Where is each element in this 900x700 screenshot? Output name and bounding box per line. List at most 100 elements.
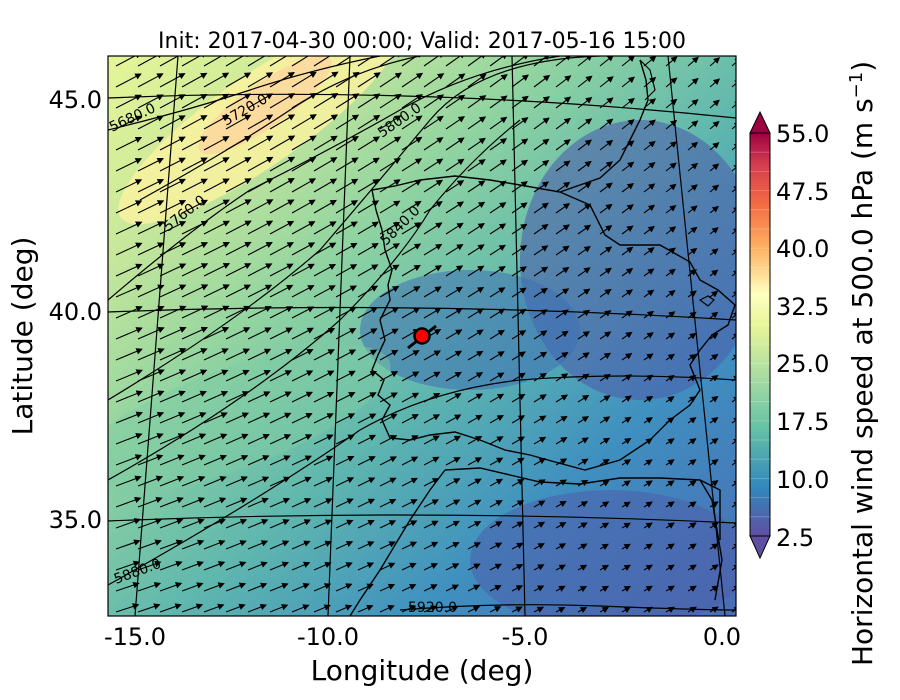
wind-arrow — [599, 161, 613, 172]
wind-arrow — [313, 199, 337, 214]
wind-arrow — [445, 520, 460, 529]
colorbar-steps — [750, 151, 770, 518]
wind-arrow — [115, 496, 142, 508]
wind-arrow — [247, 56, 273, 67]
wind-arrow — [687, 564, 697, 571]
jet-max-region — [198, 56, 332, 155]
wind-arrow — [137, 369, 165, 382]
wind-arrow — [687, 205, 698, 214]
wind-arrow — [577, 182, 592, 193]
wind-arrow — [577, 352, 590, 361]
wind-arrow — [577, 75, 593, 88]
wind-arrow — [115, 369, 143, 382]
wind-arrow — [599, 246, 613, 256]
wind-arrow — [203, 136, 230, 151]
wind-arrow — [137, 284, 165, 298]
wind-arrow — [555, 606, 566, 614]
wind-arrow — [577, 437, 589, 445]
wind-arrow — [665, 353, 675, 361]
wind-arrow — [709, 311, 719, 319]
wind-arrow — [313, 157, 338, 172]
wind-arrow — [445, 478, 461, 487]
wind-arrow — [599, 522, 610, 529]
wind-arrow — [621, 501, 631, 508]
wind-arrow — [511, 181, 528, 193]
wind-arrow — [269, 220, 295, 235]
wind-arrow — [467, 137, 486, 151]
wind-arrow — [687, 77, 699, 88]
y-tick-label: 35.0 — [49, 506, 102, 534]
wind-arrow — [709, 99, 720, 109]
wind-arrow — [401, 520, 418, 529]
wind-arrow — [379, 56, 403, 67]
wind-arrow — [709, 163, 720, 172]
wind-arrow — [115, 284, 143, 298]
wind-arrow — [225, 603, 246, 613]
wind-arrow — [357, 392, 377, 403]
wind-arrow — [621, 395, 632, 403]
wind-arrow — [247, 241, 273, 256]
wind-arrow — [247, 603, 268, 613]
wind-arrow — [159, 497, 184, 508]
wind-arrow — [489, 436, 504, 445]
wind-arrow — [511, 436, 525, 445]
wind-arrow — [533, 309, 548, 319]
wind-arrow — [269, 72, 295, 88]
wind-arrow — [335, 413, 356, 424]
wind-arrow — [357, 498, 376, 508]
wind-arrow — [181, 115, 208, 130]
wind-arrow — [225, 582, 247, 592]
wind-arrow — [489, 266, 506, 277]
wind-arrow — [379, 72, 402, 88]
wind-arrow — [137, 136, 164, 151]
wind-arrow — [247, 114, 274, 130]
wind-arrow — [137, 560, 162, 571]
wind-arrow — [269, 348, 293, 361]
wind-arrow — [599, 310, 612, 319]
meridian--15 — [134, 56, 179, 616]
wind-arrow — [445, 499, 461, 508]
wind-arrow — [687, 606, 697, 613]
wind-arrow — [335, 562, 353, 571]
wind-arrow — [687, 522, 697, 529]
wind-arrow — [489, 585, 502, 592]
wind-arrow — [709, 227, 719, 235]
wind-arrow — [511, 117, 529, 130]
map-plot-area: 5680.0 5720.0 5800.0 5760.0 5840.0 5880.… — [108, 56, 736, 616]
wind-arrow — [291, 178, 317, 193]
wind-arrow — [181, 56, 208, 67]
wind-arrow — [665, 374, 675, 382]
wind-arrow — [577, 522, 588, 529]
wind-arrow — [291, 519, 312, 529]
wind-arrow — [423, 392, 441, 403]
wind-arrow — [709, 585, 719, 592]
wind-arrow — [203, 390, 229, 403]
wind-arrow — [357, 434, 377, 445]
wind-arrow — [643, 564, 653, 571]
wind-arrow — [291, 92, 317, 109]
wind-arrow — [643, 395, 654, 403]
wind-arrow — [445, 393, 462, 403]
wind-arrow — [621, 564, 631, 571]
wind-arrow — [401, 477, 418, 487]
wind-arrow — [467, 542, 481, 550]
wind-arrow — [137, 603, 161, 613]
wind-arrow — [159, 94, 186, 109]
wind-arrow — [489, 478, 504, 487]
wind-arrow — [467, 286, 485, 298]
wind-arrow — [181, 390, 207, 403]
wind-arrow — [357, 243, 379, 256]
wind-arrow — [269, 327, 293, 340]
wind-arrow — [489, 457, 504, 466]
wind-arrow — [489, 74, 508, 88]
wind-arrow — [621, 459, 632, 466]
wind-arrow — [159, 560, 183, 571]
wind-arrow — [621, 438, 632, 445]
wind-arrow — [511, 585, 523, 592]
wind-arrow — [577, 607, 588, 614]
wind-arrow — [401, 222, 422, 235]
wind-arrow — [313, 561, 332, 571]
wind-arrow — [555, 224, 570, 235]
wind-arrow — [467, 499, 482, 508]
